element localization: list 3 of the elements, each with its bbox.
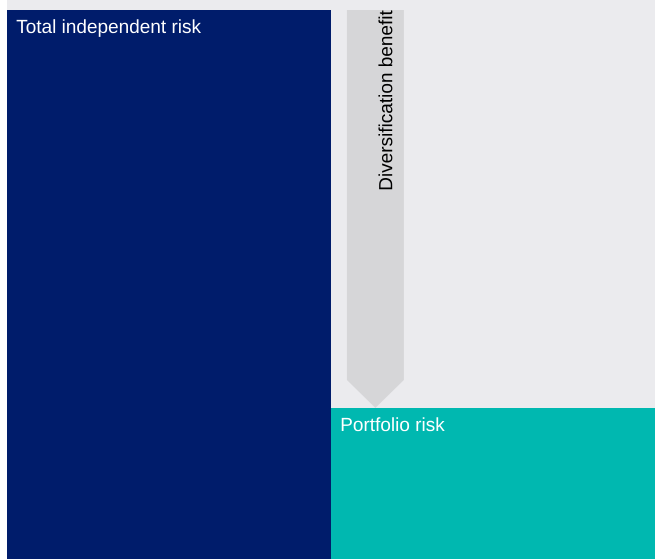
x-tick-label: Portfolio risk (342, 417, 445, 432)
x-tick-label: Total independent risk (16, 19, 202, 37)
annotation: Diversification benefit (378, 10, 392, 190)
